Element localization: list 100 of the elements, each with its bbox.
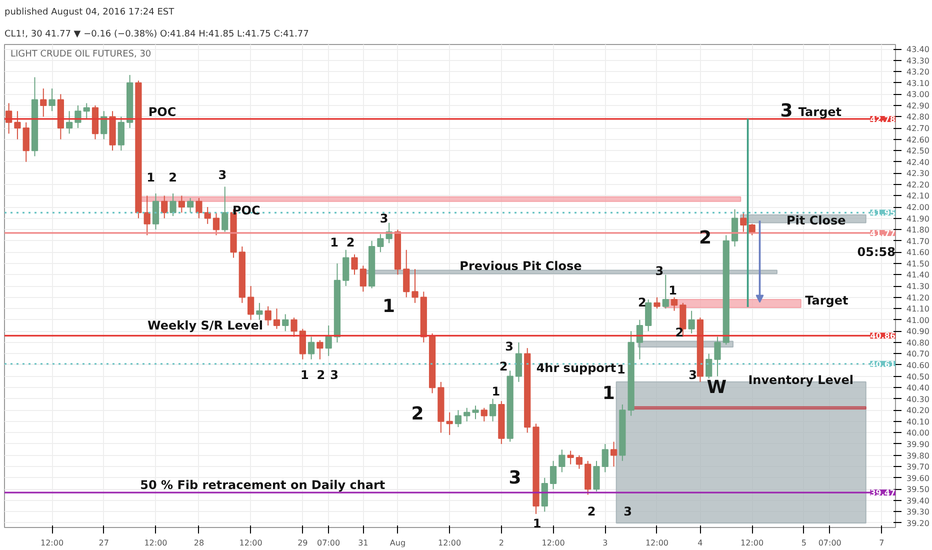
annotation: 2 [638, 296, 646, 310]
annotation: 1 [492, 384, 500, 399]
y-tick-label: 42.00 [906, 203, 930, 212]
annotation: 2 [587, 504, 596, 518]
y-tick-label: 42.30 [906, 169, 930, 178]
candlestick [290, 317, 298, 338]
annotation: 3 [624, 504, 632, 518]
candlestick [212, 212, 220, 236]
x-tick-label: 3 [602, 538, 608, 548]
x-tick-label: 07:00 [317, 538, 340, 548]
y-tick-label: 40.70 [906, 350, 930, 359]
candlestick [325, 325, 332, 356]
candlestick [706, 353, 712, 380]
y-tick-label: 39.40 [906, 496, 930, 506]
annotation: Weekly S/R Level [148, 318, 264, 332]
candlestick [576, 454, 583, 470]
ref-line-label: 39.47 [870, 488, 896, 498]
y-tick-label: 42.40 [906, 158, 930, 167]
annotation: 3 [330, 368, 339, 382]
annotation: 1 [616, 362, 626, 376]
annotation: 1 [330, 235, 339, 250]
candlestick [118, 116, 124, 152]
candlestick [489, 398, 496, 422]
candlestick [731, 208, 738, 247]
candlestick [282, 314, 289, 332]
y-tick-label: 41.20 [906, 293, 930, 302]
y-tick-label: 40.30 [906, 394, 930, 404]
ref-line-label: 41.95 [870, 208, 896, 218]
y-tick-label: 41.50 [906, 259, 930, 268]
y-tick-label: 40.60 [906, 360, 930, 370]
x-tick-label: 12:00 [144, 538, 168, 548]
y-tick-label: 42.70 [906, 124, 930, 134]
annotation: Inventory Level [748, 373, 854, 388]
x-tick-label: 12:00 [438, 538, 462, 548]
candlestick [454, 410, 462, 428]
candlestick [187, 197, 194, 214]
annotation: 3 [780, 100, 793, 122]
x-tick-label: 12:00 [40, 538, 64, 548]
x-tick-label: 4 [698, 538, 703, 548]
annotation: Pit Close [786, 214, 846, 228]
annotation: 2 [168, 170, 177, 185]
candlestick [14, 110, 21, 140]
y-tick-label: 43.20 [906, 68, 930, 77]
annotation: 2 [346, 235, 355, 250]
y-tick-label: 41.30 [906, 282, 930, 291]
y-tick-label: 42.90 [906, 101, 930, 110]
annotation: Target [805, 293, 848, 308]
y-tick-label: 39.30 [906, 508, 930, 517]
y-tick-label: 41.00 [906, 316, 930, 325]
candlestick [558, 449, 566, 473]
x-tick-label: 2 [498, 538, 504, 548]
x-tick-label: 28 [194, 538, 204, 548]
y-tick-label: 43.10 [906, 78, 930, 88]
text: LIGHT CRUDE OIL FUTURES, 30 [10, 50, 152, 60]
candlestick [550, 460, 557, 490]
y-tick-label: 43.30 [906, 56, 930, 66]
annotation: 2 [411, 404, 424, 425]
candlestick [273, 308, 280, 330]
annotation: 3 [688, 368, 698, 382]
candlestick [472, 405, 479, 420]
annotation: 1 [602, 383, 615, 404]
candlestick [515, 342, 522, 382]
x-tick-label: 29 [298, 538, 308, 548]
y-tick-label: 40.90 [906, 327, 930, 336]
candlestick [66, 110, 73, 134]
x-tick-label: 31 [358, 538, 368, 548]
candlestick [170, 192, 176, 217]
candlestick [40, 88, 47, 118]
candlestick [662, 274, 669, 310]
candlestick [264, 306, 272, 326]
x-tick-label: 12:00 [239, 538, 262, 548]
x-tick-label: 12:00 [645, 538, 669, 548]
candlestick [360, 265, 366, 292]
y-tick-label: 41.70 [906, 236, 930, 246]
x-tick-label: 07:00 [818, 538, 842, 548]
x-tick-label: 27 [98, 538, 109, 548]
candlestick [654, 296, 660, 310]
y-tick-label: 40.00 [906, 428, 930, 438]
candlestick [567, 450, 574, 465]
y-tick-label: 41.60 [906, 248, 930, 258]
y-tick-label: 42.20 [906, 180, 930, 190]
annotation: POC [232, 203, 260, 218]
candlestick [446, 412, 453, 436]
ref-line-label: 40.61 [870, 360, 896, 369]
annotation: 1 [668, 284, 677, 298]
annotation: 3 [655, 264, 664, 278]
annotation: 3 [380, 211, 388, 226]
y-tick-label: 39.70 [906, 462, 930, 472]
ref-line-label: 40.86 [870, 332, 896, 341]
y-tick-label: 42.80 [906, 112, 930, 122]
y-tick-label: 40.40 [906, 384, 930, 393]
text: published August 04, 2016 17:24 EST [4, 8, 175, 18]
candlestick [22, 122, 30, 162]
y-tick-label: 39.90 [906, 440, 930, 449]
y-tick-label: 42.60 [906, 135, 930, 144]
x-tick-label: Aug [390, 538, 406, 548]
annotation: 2 [698, 227, 712, 248]
candlestick [256, 302, 263, 320]
annotation: 05:58 [857, 245, 896, 260]
text: CL1!, 30 41.77 ▼ −0.16 (−0.38%) O:41.84 H:41.85 L:41.75 C:41.77 [4, 30, 309, 40]
